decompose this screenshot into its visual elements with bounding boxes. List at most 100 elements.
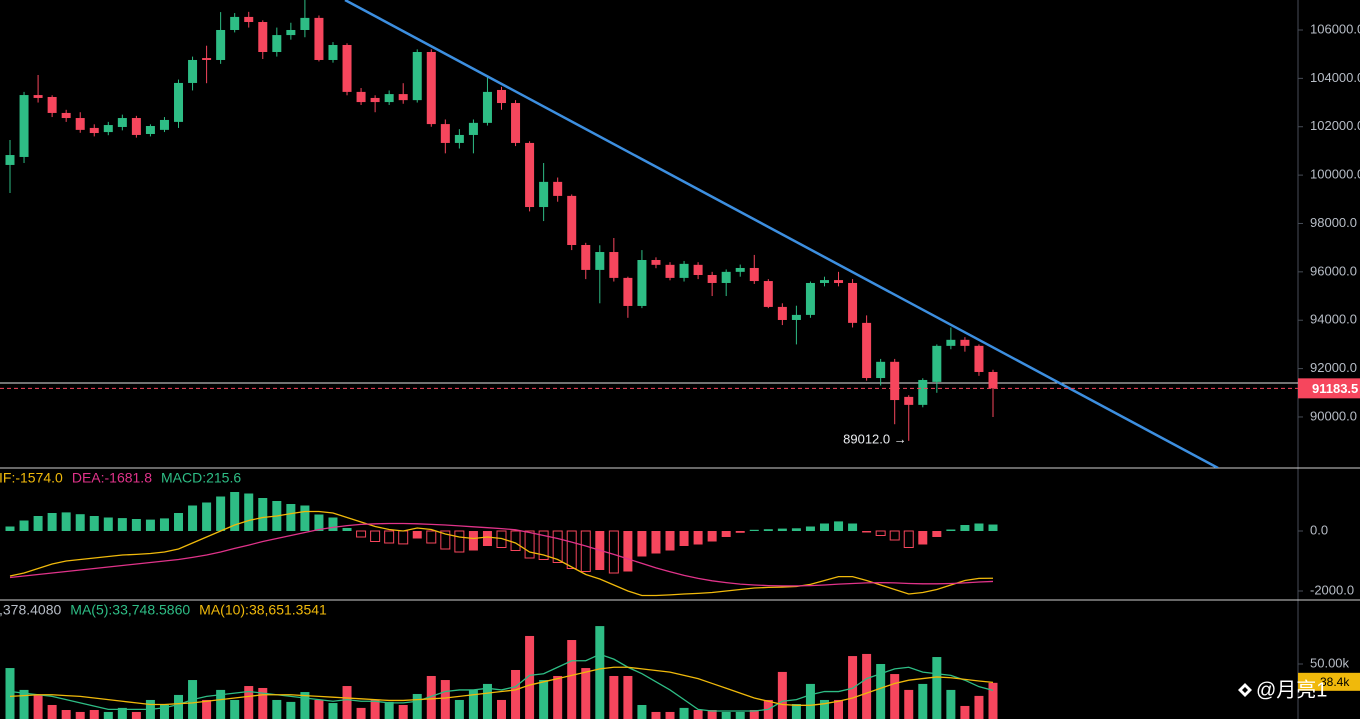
macd-bar bbox=[623, 531, 633, 572]
volume-bar bbox=[258, 687, 268, 719]
volume-bar bbox=[5, 668, 15, 719]
macd-bar bbox=[679, 531, 689, 546]
candle-body bbox=[244, 16, 254, 23]
volume-bar bbox=[749, 710, 759, 719]
candle-body bbox=[454, 134, 464, 143]
volume-bar bbox=[890, 674, 900, 719]
volume-bar bbox=[384, 701, 394, 719]
macd-bar bbox=[188, 505, 198, 531]
candle-body bbox=[974, 345, 984, 372]
volume-bar bbox=[159, 704, 169, 719]
candle-body bbox=[258, 22, 268, 52]
volume-bar bbox=[47, 704, 57, 719]
candle-body bbox=[904, 396, 914, 405]
volume-ma-line bbox=[9, 666, 994, 706]
volume-last-box bbox=[1298, 672, 1360, 691]
candle-body bbox=[791, 314, 801, 320]
volume-bar bbox=[454, 699, 464, 719]
candle-body bbox=[848, 282, 858, 323]
candle-body bbox=[230, 16, 240, 30]
candle-body bbox=[567, 195, 577, 246]
macd-bar bbox=[805, 526, 815, 531]
volume-bar bbox=[356, 707, 366, 719]
volume-bar bbox=[314, 699, 324, 719]
candle-body bbox=[777, 306, 787, 320]
y-tick-label: 100000.0 bbox=[1310, 167, 1360, 182]
volume-panel bbox=[5, 626, 998, 719]
volume-bar bbox=[735, 711, 745, 719]
volume-bar bbox=[412, 693, 422, 719]
y-tick-label: 96000.0 bbox=[1310, 263, 1357, 278]
macd-bar bbox=[974, 523, 984, 531]
macd-bar bbox=[608, 530, 619, 574]
macd-bar bbox=[103, 517, 113, 531]
volume-bar bbox=[272, 699, 282, 719]
macd-bar bbox=[342, 528, 352, 531]
volume-last-label: 38.4k bbox=[1320, 675, 1350, 689]
macd-bar bbox=[791, 528, 801, 531]
macd-bar bbox=[889, 530, 900, 541]
axes: 90000.0 92000.0 94000.0 96000.0 98000.0 10000… bbox=[1298, 21, 1360, 691]
y-tick-label: 104000.0 bbox=[1310, 70, 1360, 85]
candle-body bbox=[174, 82, 184, 122]
candle-body bbox=[159, 119, 169, 130]
macd-bar bbox=[75, 514, 85, 531]
candle-body bbox=[890, 361, 900, 401]
macd-bar bbox=[932, 531, 942, 537]
volume-ma-line bbox=[9, 653, 994, 712]
macd-bar bbox=[412, 531, 422, 539]
volume-bar bbox=[623, 675, 633, 719]
candle-body bbox=[834, 280, 844, 283]
volume-bar bbox=[693, 710, 703, 719]
macd-bar bbox=[174, 513, 184, 531]
candle-body bbox=[623, 277, 633, 306]
volume-bar bbox=[525, 635, 535, 719]
candle-body bbox=[497, 89, 506, 104]
candle-body bbox=[876, 361, 886, 379]
volume-bar bbox=[679, 707, 689, 719]
volume-bar bbox=[482, 683, 492, 719]
macd-bar bbox=[566, 530, 577, 569]
macd-bar bbox=[665, 531, 675, 551]
volume-bar bbox=[553, 675, 563, 719]
macd-bar bbox=[202, 502, 212, 531]
macd-bar bbox=[89, 516, 99, 531]
candle-body bbox=[988, 371, 998, 389]
candle-body bbox=[342, 44, 352, 92]
volume-bar bbox=[918, 683, 928, 719]
candle-body bbox=[693, 264, 703, 275]
macd-bar bbox=[651, 531, 661, 554]
candle-body bbox=[679, 263, 689, 278]
volume-bar bbox=[244, 686, 254, 719]
volume-bar bbox=[777, 671, 787, 719]
candle-body bbox=[412, 52, 422, 101]
macd-bar bbox=[454, 530, 465, 553]
macd-bar bbox=[693, 531, 703, 545]
volume-bar bbox=[974, 695, 984, 719]
macd-bar bbox=[61, 512, 71, 531]
volume-bar bbox=[230, 699, 240, 719]
y-tick-label: 102000.0 bbox=[1310, 118, 1360, 133]
candle-body bbox=[595, 252, 605, 270]
volume-bar bbox=[61, 710, 71, 719]
macd-line bbox=[9, 522, 994, 587]
macd-bar bbox=[946, 529, 956, 531]
macd-bar bbox=[328, 517, 338, 531]
candle-body bbox=[300, 17, 310, 30]
macd-bar bbox=[988, 524, 998, 531]
watermark: @月亮1 bbox=[1238, 678, 1327, 701]
macd-bar bbox=[286, 504, 296, 531]
y-tick-label: 92000.0 bbox=[1310, 360, 1357, 375]
macd-bar bbox=[834, 521, 844, 531]
candle-body bbox=[707, 274, 717, 283]
macd-bar bbox=[777, 528, 787, 531]
candle-body bbox=[918, 379, 928, 405]
candle-body bbox=[314, 17, 324, 60]
candle-body bbox=[511, 103, 521, 143]
volume-bar bbox=[651, 711, 661, 719]
candle-body bbox=[468, 122, 478, 135]
candle-body bbox=[581, 245, 591, 270]
candle-body bbox=[202, 58, 212, 60]
candle-body bbox=[735, 267, 745, 272]
macd-bar bbox=[538, 530, 549, 560]
